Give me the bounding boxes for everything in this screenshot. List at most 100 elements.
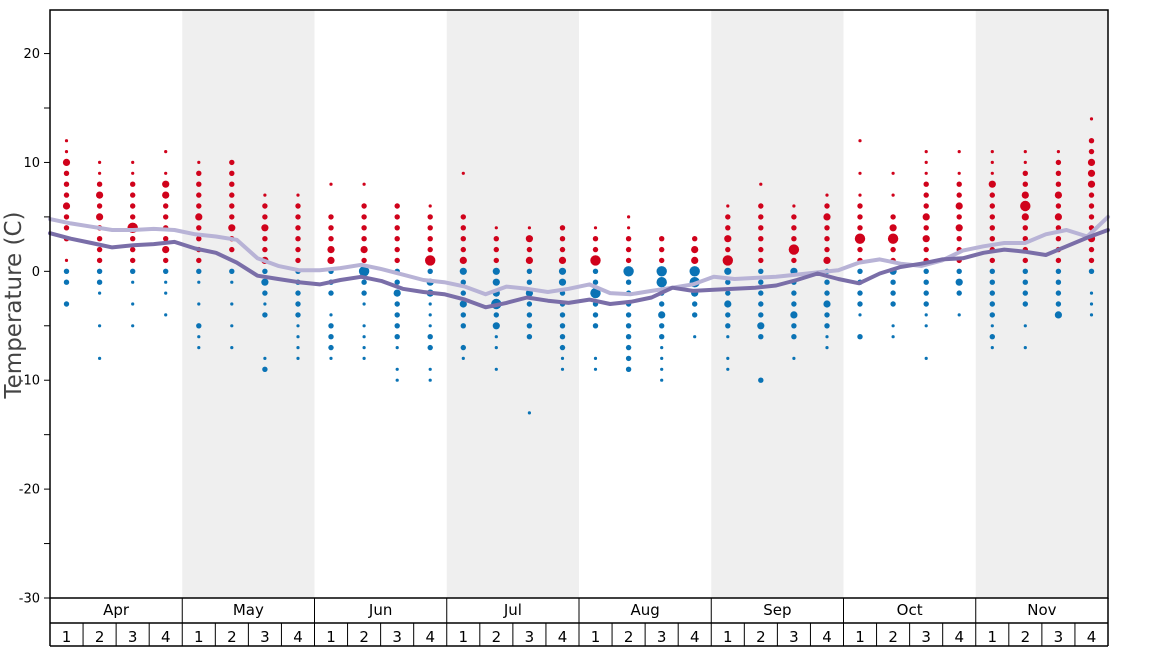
cold-temperature-dot — [956, 290, 962, 296]
cold-temperature-dot — [428, 313, 432, 317]
warm-temperature-dot — [924, 150, 928, 154]
week-label: 2 — [624, 628, 634, 646]
cold-temperature-dot — [394, 279, 400, 285]
cold-temperature-dot — [63, 268, 70, 274]
warm-temperature-dot — [758, 203, 764, 209]
cold-temperature-dot — [625, 312, 632, 318]
week-label: 1 — [62, 628, 72, 646]
cold-temperature-dot — [724, 267, 732, 275]
warm-temperature-dot — [791, 214, 797, 220]
warm-temperature-dot — [558, 256, 567, 264]
warm-temperature-dot — [1055, 159, 1062, 166]
cold-temperature-dot — [295, 312, 301, 318]
warm-temperature-dot — [726, 204, 730, 208]
warm-temperature-dot — [63, 170, 70, 176]
week-label: 3 — [128, 628, 138, 646]
warm-temperature-dot — [1089, 117, 1094, 121]
cold-temperature-dot — [96, 279, 103, 285]
warm-temperature-dot — [131, 160, 135, 164]
warm-temperature-dot — [196, 170, 202, 176]
cold-temperature-dot — [362, 324, 366, 328]
cold-temperature-dot — [296, 356, 300, 360]
warm-temperature-dot — [196, 225, 202, 231]
warm-temperature-dot — [1055, 236, 1062, 242]
week-label: 4 — [293, 628, 303, 646]
warm-temperature-dot — [857, 203, 863, 209]
warm-temperature-dot — [327, 246, 335, 254]
warm-temperature-dot — [525, 256, 534, 264]
warm-temperature-dot — [923, 181, 929, 187]
cold-temperature-dot — [758, 279, 764, 285]
warm-temperature-dot — [956, 214, 962, 220]
warm-temperature-dot — [989, 192, 995, 198]
warm-temperature-dot — [64, 258, 69, 262]
warm-temperature-dot — [593, 226, 598, 230]
cold-temperature-dot — [428, 378, 432, 382]
warm-temperature-dot — [162, 191, 170, 199]
warm-temperature-dot — [96, 203, 103, 209]
cold-temperature-dot — [592, 279, 599, 285]
cold-temperature-dot — [592, 268, 599, 274]
warm-temperature-dot — [625, 257, 632, 264]
cold-temperature-dot — [362, 356, 366, 360]
cold-temperature-dot — [492, 322, 500, 330]
warm-temperature-dot — [592, 246, 599, 253]
cold-temperature-dot — [328, 290, 334, 296]
cold-temperature-dot — [328, 334, 334, 340]
warm-temperature-dot — [229, 192, 235, 198]
warm-temperature-dot — [627, 215, 631, 219]
warm-temperature-dot — [130, 214, 136, 220]
warm-temperature-dot — [725, 214, 731, 220]
cold-temperature-dot — [427, 334, 433, 340]
cold-temperature-dot — [658, 311, 666, 319]
cold-temperature-dot — [526, 312, 533, 318]
cold-temperature-dot — [98, 291, 102, 295]
warm-temperature-dot — [63, 214, 70, 220]
cold-temperature-dot — [659, 334, 665, 340]
warm-temperature-dot — [460, 246, 466, 253]
cold-temperature-dot — [824, 290, 830, 296]
warm-temperature-dot — [889, 224, 897, 232]
warm-temperature-dot — [890, 246, 896, 253]
cold-temperature-dot — [824, 279, 830, 285]
cold-temperature-dot — [891, 324, 895, 328]
warm-temperature-dot — [1054, 191, 1062, 199]
cold-temperature-dot — [395, 378, 399, 382]
warm-temperature-dot — [427, 214, 433, 220]
cold-temperature-dot — [660, 356, 664, 360]
warm-temperature-dot — [887, 233, 899, 244]
warm-temperature-dot — [627, 226, 631, 230]
week-label: 4 — [690, 628, 700, 646]
cold-temperature-dot — [262, 366, 268, 372]
cold-temperature-dot — [526, 279, 533, 285]
warm-temperature-dot — [229, 203, 235, 209]
warm-temperature-dot — [526, 246, 533, 253]
cold-temperature-dot — [492, 278, 500, 286]
warm-temperature-dot — [824, 246, 830, 253]
cold-temperature-dot — [693, 335, 697, 339]
warm-temperature-dot — [362, 182, 366, 186]
cold-temperature-dot — [164, 291, 168, 295]
warm-temperature-dot — [824, 203, 830, 209]
cold-temperature-dot — [197, 302, 201, 306]
cold-temperature-dot — [459, 300, 467, 308]
warm-temperature-dot — [527, 226, 532, 230]
y-tick-label: -30 — [19, 592, 40, 607]
warm-temperature-dot — [691, 246, 699, 254]
cold-temperature-dot — [395, 346, 399, 350]
cold-temperature-dot — [394, 334, 400, 340]
month-band-nov — [975, 10, 1108, 598]
month-label-sep: Sep — [763, 601, 791, 619]
cold-temperature-dot — [791, 290, 797, 296]
warm-temperature-dot — [459, 256, 467, 264]
warm-temperature-dot — [63, 181, 70, 187]
cold-temperature-dot — [758, 290, 764, 296]
warm-temperature-dot — [262, 246, 268, 253]
warm-temperature-dot — [988, 180, 996, 188]
cold-temperature-dot — [296, 335, 300, 339]
warm-temperature-dot — [130, 236, 136, 242]
week-label: 4 — [558, 628, 568, 646]
cold-temperature-dot — [558, 267, 567, 275]
cold-temperature-dot — [660, 378, 664, 382]
cold-temperature-dot — [757, 322, 765, 330]
